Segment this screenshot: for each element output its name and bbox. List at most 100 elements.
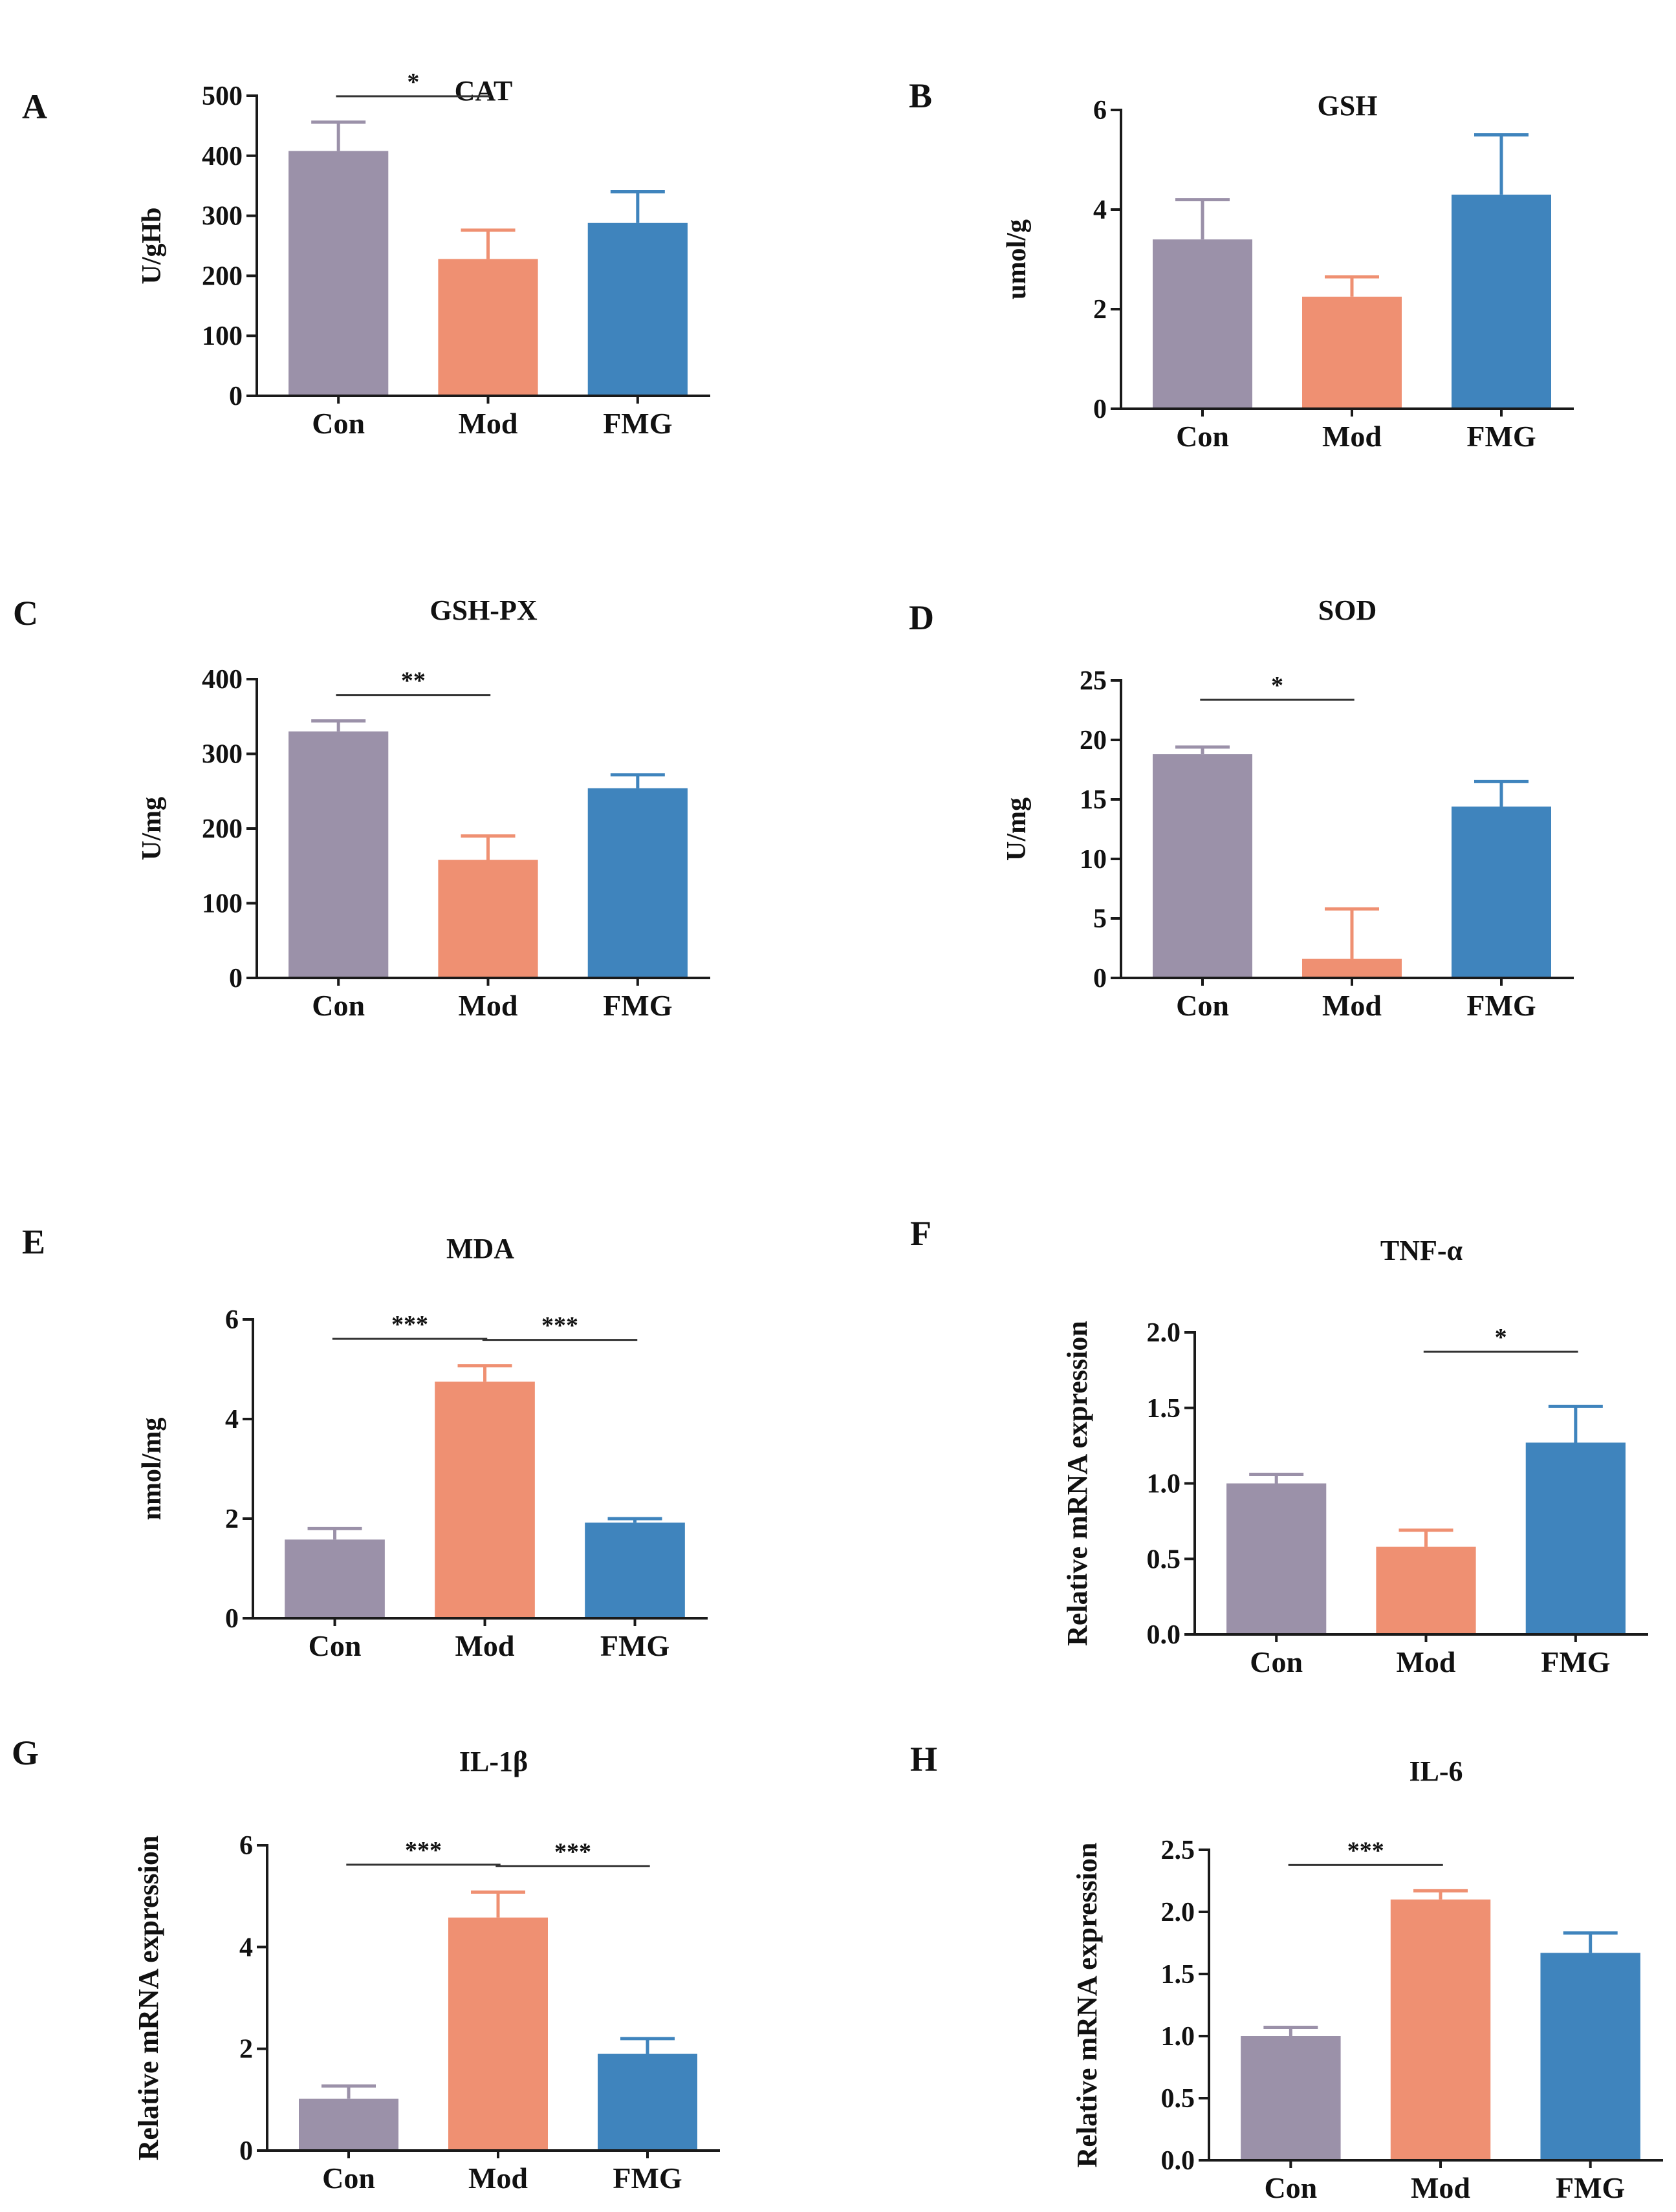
significance-label-c-0: **	[401, 667, 426, 695]
y-axis-label-f: Relative mRNA expression	[1061, 1321, 1093, 1646]
significance-label-e-1: ***	[541, 1312, 578, 1339]
panel-label-d: D	[909, 598, 934, 637]
x-tick-label-c-fmg: FMG	[603, 989, 672, 1022]
significance-label-d-0: *	[1271, 672, 1283, 699]
x-tick-label-b-mod: Mod	[1322, 420, 1382, 453]
y-tick-label-f-3: 1.5	[1147, 1394, 1181, 1424]
y-tick-label-e-3: 6	[225, 1305, 239, 1335]
y-tick-label-c-3: 300	[202, 740, 243, 770]
bar-c-mod	[438, 860, 538, 978]
bar-b-mod	[1302, 296, 1402, 409]
y-tick-label-f-2: 1.0	[1147, 1469, 1181, 1499]
y-tick-label-a-1: 100	[202, 321, 243, 351]
bar-h-fmg	[1540, 1953, 1640, 2160]
y-tick-label-h-4: 2.0	[1161, 1898, 1195, 1927]
y-tick-label-a-3: 300	[202, 202, 243, 232]
x-tick-label-g-con: Con	[322, 2162, 375, 2195]
y-tick-label-g-2: 4	[239, 1933, 253, 1962]
chart-title-g: IL-1β	[459, 1746, 528, 1777]
x-tick-label-a-fmg: FMG	[603, 407, 672, 440]
bar-d-con	[1153, 754, 1252, 978]
bar-g-fmg	[598, 2054, 697, 2151]
chart-panel-f: F TNF-α Relative mRNA expression Con Mod FMG 0…	[910, 1214, 1648, 1678]
x-tick-label-h-mod: Mod	[1411, 2171, 1470, 2204]
y-tick-label-g-3: 6	[239, 1831, 253, 1861]
y-tick-label-a-0: 0	[229, 382, 243, 411]
y-axis-label-g: Relative mRNA expression	[133, 1836, 164, 2161]
y-tick-label-c-2: 200	[202, 814, 243, 844]
x-tick-label-e-con: Con	[309, 1629, 362, 1662]
y-tick-label-a-5: 500	[202, 81, 243, 111]
significance-label-a-0: *	[407, 69, 419, 96]
chart-panel-d: D SOD U/mg Con Mod FMG 0 5 10 15 20 25 *	[909, 594, 1574, 1022]
chart-panel-b: B GSH umol/g Con Mod FMG 0 2 4 6	[909, 76, 1574, 453]
x-tick-label-d-con: Con	[1176, 989, 1229, 1022]
chart-panel-c: C GSH-PX U/mg Con Mod FMG 0 100 200 300 400 **	[13, 594, 710, 1022]
significance-label-h-0: ***	[1347, 1837, 1384, 1864]
x-tick-label-e-mod: Mod	[455, 1629, 515, 1662]
y-axis-label-a: U/gHb	[137, 207, 167, 284]
x-tick-label-h-con: Con	[1264, 2171, 1317, 2204]
y-tick-label-d-2: 10	[1080, 845, 1107, 874]
chart-title-b: GSH	[1318, 90, 1378, 122]
y-tick-label-c-1: 100	[202, 889, 243, 919]
y-tick-label-h-3: 1.5	[1161, 1960, 1195, 1990]
significance-label-f-0: *	[1495, 1324, 1507, 1351]
bar-f-con	[1226, 1483, 1327, 1634]
bar-a-fmg	[587, 222, 688, 396]
y-tick-label-h-1: 0.5	[1161, 2084, 1195, 2114]
y-tick-label-h-5: 2.5	[1161, 1836, 1195, 1865]
x-tick-label-c-mod: Mod	[459, 989, 518, 1022]
x-tick-label-a-mod: Mod	[459, 407, 518, 440]
panel-label-g: G	[12, 1733, 39, 1772]
panel-label-f: F	[910, 1214, 931, 1253]
bar-f-fmg	[1525, 1442, 1626, 1634]
y-tick-label-g-1: 2	[239, 2035, 253, 2065]
panel-label-b: B	[909, 76, 932, 115]
x-tick-label-g-mod: Mod	[468, 2162, 528, 2195]
x-tick-label-f-mod: Mod	[1397, 1645, 1456, 1678]
y-tick-label-g-0: 0	[239, 2136, 253, 2166]
y-tick-label-h-0: 0.0	[1161, 2146, 1195, 2176]
x-tick-label-b-fmg: FMG	[1466, 420, 1536, 453]
x-tick-label-a-con: Con	[312, 407, 365, 440]
y-tick-label-d-4: 20	[1080, 726, 1107, 755]
bar-a-con	[288, 151, 389, 396]
bar-e-mod	[435, 1382, 535, 1618]
y-axis-label-e: nmol/mg	[137, 1418, 167, 1521]
x-tick-label-f-fmg: FMG	[1541, 1645, 1610, 1678]
significance-label-e-0: ***	[391, 1311, 428, 1338]
bar-c-fmg	[587, 788, 688, 978]
bar-b-con	[1153, 239, 1252, 409]
y-axis-label-c: U/mg	[137, 797, 167, 860]
x-tick-label-b-con: Con	[1176, 420, 1229, 453]
y-axis-label-b: umol/g	[1002, 219, 1032, 299]
chart-title-d: SOD	[1318, 594, 1377, 626]
chart-title-h: IL-6	[1409, 1755, 1463, 1787]
bar-a-mod	[438, 259, 538, 396]
y-tick-label-a-4: 400	[202, 142, 243, 171]
bar-f-mod	[1376, 1546, 1476, 1634]
y-tick-label-d-0: 0	[1093, 964, 1107, 993]
bar-b-fmg	[1452, 194, 1551, 409]
chart-panel-e: E MDA nmol/mg Con Mod FMG 0 2 4 6 *** ***	[22, 1222, 708, 1662]
chart-title-e: MDA	[446, 1233, 514, 1264]
y-axis-label-d: U/mg	[1002, 797, 1032, 861]
y-tick-label-a-2: 200	[202, 261, 243, 291]
y-tick-label-e-1: 2	[225, 1504, 239, 1534]
chart-title-a: CAT	[455, 75, 513, 107]
y-tick-label-b-0: 0	[1093, 395, 1107, 424]
y-tick-label-c-0: 0	[229, 964, 243, 993]
bar-c-con	[288, 731, 389, 978]
y-tick-label-e-0: 0	[225, 1604, 239, 1634]
x-tick-label-g-fmg: FMG	[613, 2162, 682, 2195]
y-axis-label-h: Relative mRNA expression	[1071, 1843, 1103, 2168]
y-tick-label-h-2: 1.0	[1161, 2022, 1195, 2052]
x-tick-label-d-fmg: FMG	[1466, 989, 1536, 1022]
chart-panel-a: A CAT U/gHb Con Mod FMG 0 100 200 300 400 500 *	[22, 69, 710, 440]
y-tick-label-d-1: 5	[1093, 904, 1107, 934]
y-tick-label-b-1: 2	[1093, 295, 1107, 325]
y-tick-label-c-4: 400	[202, 665, 243, 695]
bar-d-mod	[1302, 959, 1402, 978]
bar-g-con	[299, 2098, 398, 2151]
